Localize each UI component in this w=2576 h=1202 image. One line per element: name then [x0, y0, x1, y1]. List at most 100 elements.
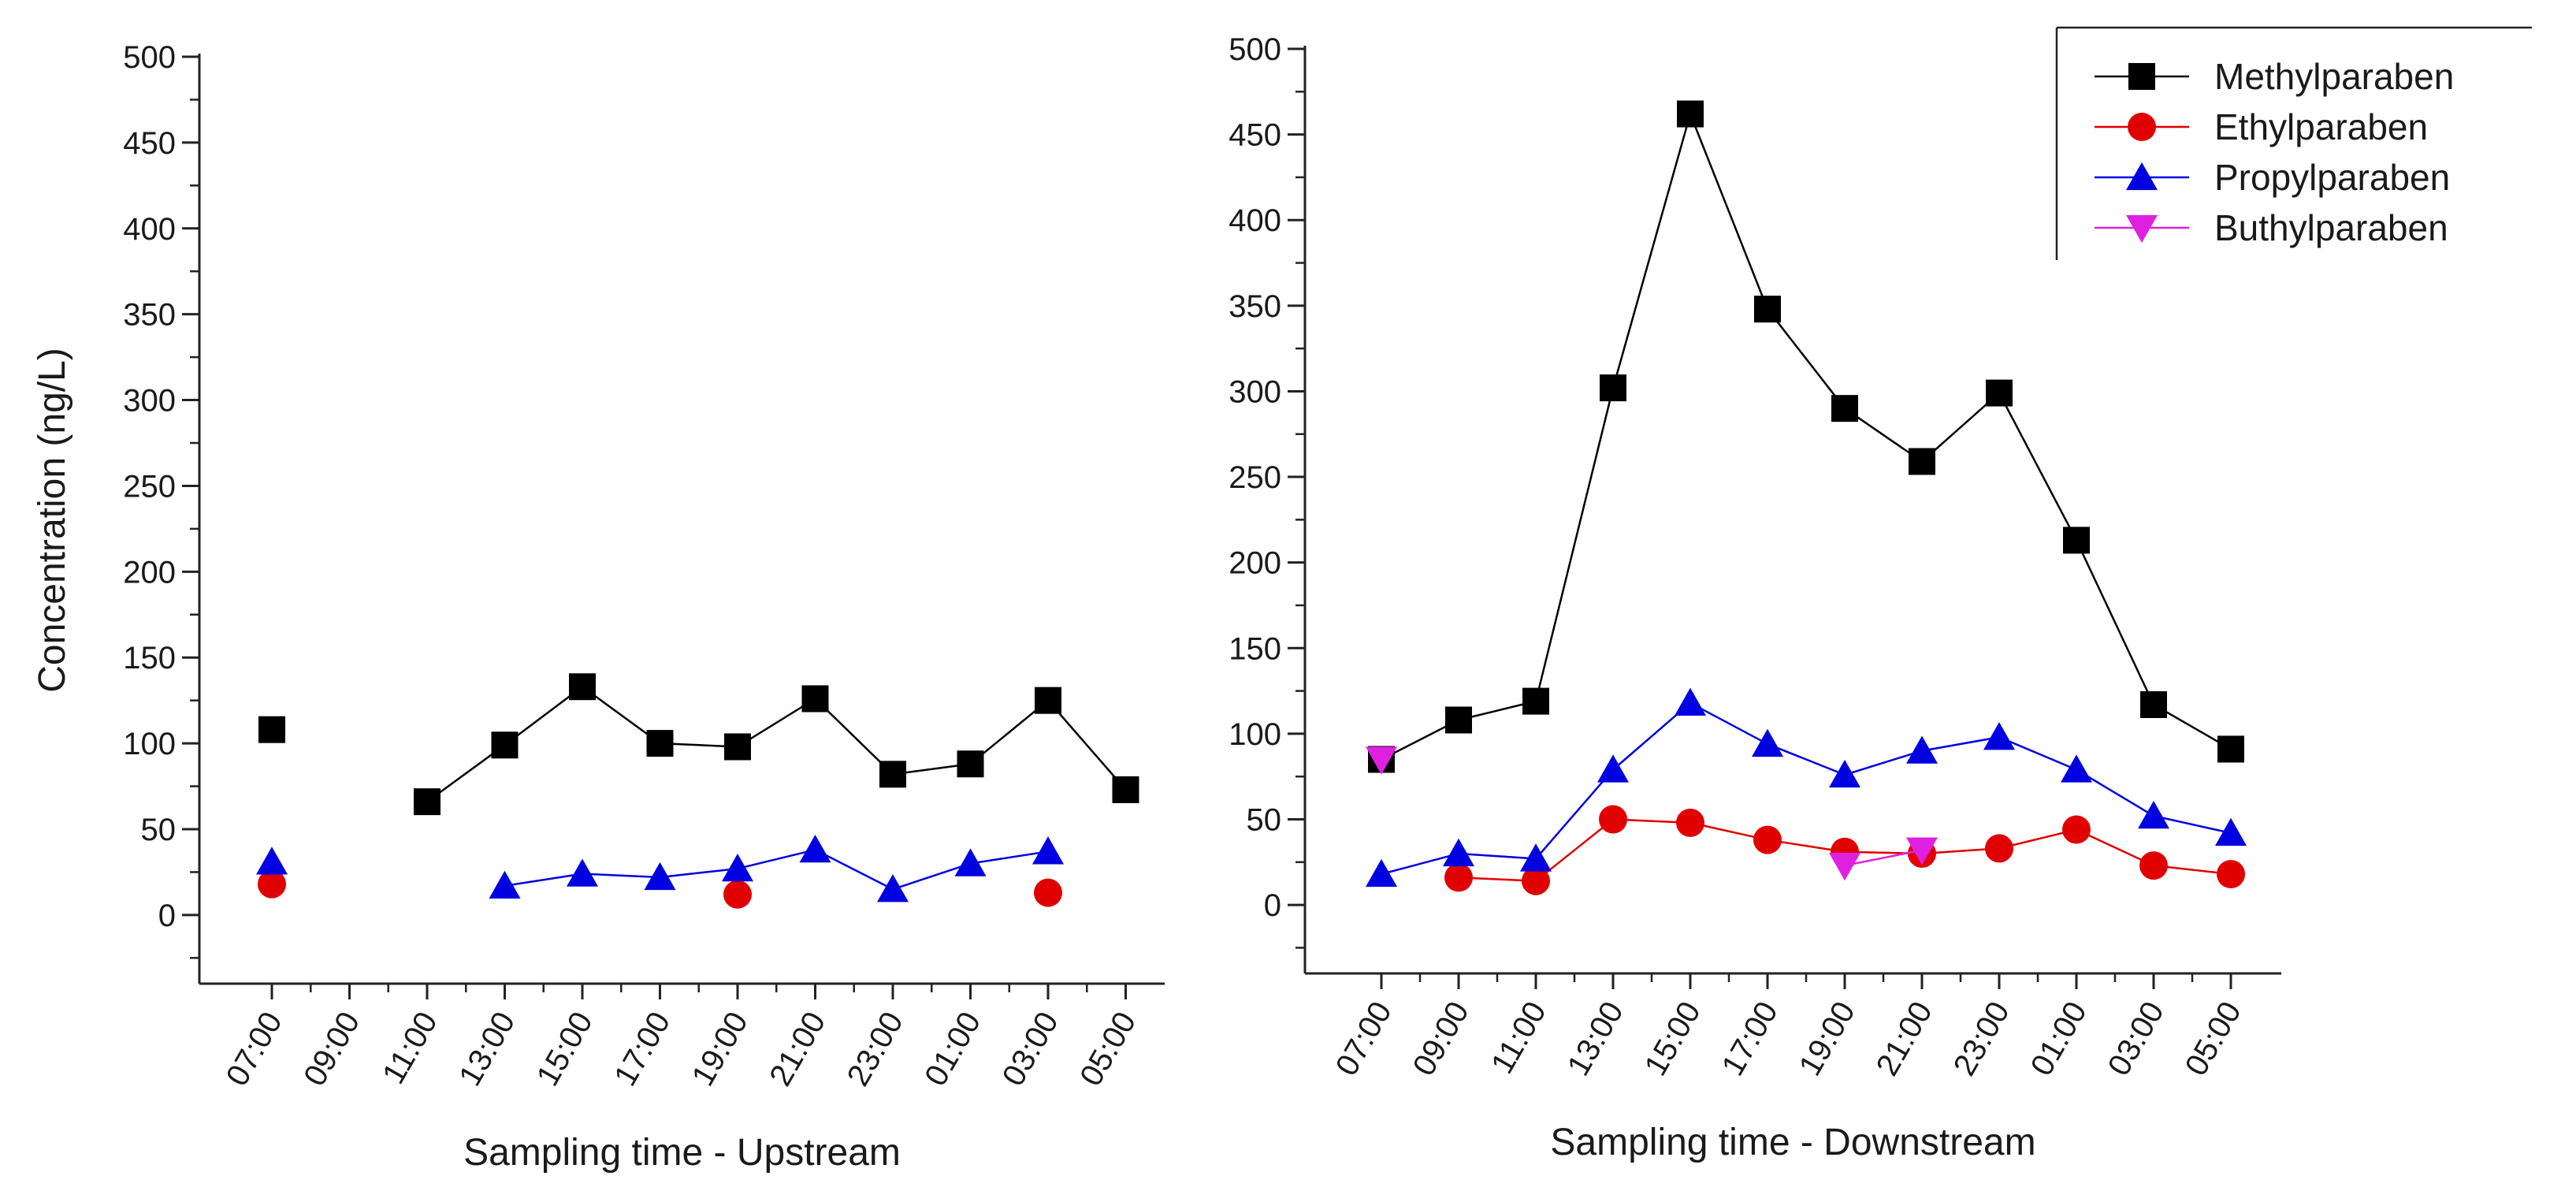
- data-point: [1829, 853, 1860, 881]
- data-point: [2217, 860, 2245, 889]
- data-point: [569, 673, 596, 701]
- series-line-segment: [1381, 852, 1459, 876]
- x-tick-label: 05:00: [1073, 1007, 1143, 1092]
- data-point: [1366, 858, 1397, 888]
- data-point: [1443, 838, 1474, 867]
- legend-marker: [2126, 162, 2158, 191]
- x-axis-title: Sampling time - Upstream: [463, 1132, 901, 1174]
- data-point: [1675, 687, 1706, 716]
- y-tick-label: 0: [158, 899, 176, 933]
- series-line-segment: [504, 873, 583, 888]
- series-line-segment: [1921, 736, 2000, 752]
- x-tick-label: 09:00: [297, 1007, 366, 1092]
- series-line-segment: [1998, 736, 2077, 771]
- series-methylparaben: [258, 673, 1139, 816]
- data-point: [1986, 379, 2013, 407]
- legend-label: Ethylparaben: [2214, 106, 2428, 147]
- x-tick-label: 01:00: [918, 1007, 987, 1092]
- y-tick-label: 50: [1247, 803, 1282, 838]
- y-tick-label: 450: [123, 126, 176, 161]
- x-tick-label: 21:00: [763, 1007, 832, 1092]
- series-propylparaben: [256, 834, 1064, 902]
- data-point: [801, 685, 829, 713]
- series-line-segment: [1047, 699, 1127, 791]
- x-tick-label: 17:00: [1715, 996, 1785, 1082]
- data-point: [258, 869, 286, 899]
- series-line-segment: [2076, 828, 2154, 867]
- y-tick-label: 150: [123, 641, 176, 675]
- x-tick-label: 15:00: [1638, 996, 1708, 1082]
- series-line-segment: [1689, 114, 1769, 310]
- data-point: [1831, 395, 1858, 422]
- x-tick-label: 03:00: [2102, 996, 2171, 1082]
- data-point: [1753, 825, 1782, 854]
- chart-panel-2: 0 50 100 150 200 250 300 350 400 450 500 07:00 09:00…: [1229, 26, 2532, 1163]
- x-tick-label: 01:00: [2024, 996, 2094, 1082]
- data-point: [2140, 690, 2167, 718]
- data-point: [489, 870, 521, 899]
- data-point: [567, 858, 598, 887]
- data-point: [877, 874, 909, 902]
- series-line-segment: [1998, 393, 2078, 541]
- series-line-segment: [737, 848, 816, 870]
- x-tick-label: 19:00: [686, 1007, 755, 1092]
- x-axis-title: Sampling time - Downstream: [1550, 1122, 2035, 1163]
- data-point: [1445, 706, 1472, 734]
- y-tick-label: 50: [141, 813, 177, 847]
- data-point: [1444, 863, 1473, 892]
- y-tick-label: 400: [1229, 203, 1281, 238]
- series-buthylparaben: [1366, 746, 1938, 881]
- y-tick-label: 150: [1229, 631, 1281, 666]
- y-tick-label: 200: [123, 555, 176, 590]
- data-point: [256, 847, 288, 875]
- data-point: [2215, 817, 2247, 847]
- y-tick-label: 300: [1229, 374, 1281, 409]
- data-point: [1032, 836, 1064, 865]
- series-line-segment: [2075, 539, 2155, 705]
- y-tick-label: 100: [1229, 717, 1281, 752]
- data-point: [1829, 759, 1860, 788]
- x-tick-label: 23:00: [841, 1007, 910, 1092]
- legend: Methylparaben Ethylparaben Propylparaben Bu…: [2055, 26, 2532, 260]
- data-point: [799, 834, 831, 863]
- y-tick-label: 250: [123, 469, 176, 504]
- data-point: [879, 761, 906, 788]
- data-point: [1597, 754, 1629, 783]
- y-tick-label: 100: [123, 727, 176, 761]
- x-tick-label: 15:00: [530, 1007, 600, 1092]
- data-point: [414, 788, 440, 816]
- series-line-segment: [892, 862, 971, 891]
- series-line-segment: [1535, 768, 1614, 860]
- x-tick-label: 21:00: [1870, 996, 1939, 1082]
- x-tick-label: 11:00: [376, 1007, 444, 1090]
- series-line-segment: [1458, 852, 1537, 860]
- y-tick-label: 0: [1264, 888, 1281, 923]
- data-point: [1906, 837, 1938, 865]
- series-propylparaben: [1366, 687, 2247, 888]
- x-tick-label: 07:00: [1329, 996, 1399, 1082]
- series-line-segment: [1611, 114, 1692, 389]
- data-point: [722, 853, 753, 882]
- data-point: [1754, 296, 1781, 323]
- y-tick-label: 350: [1229, 289, 1281, 324]
- x-tick-label: 17:00: [608, 1007, 677, 1092]
- x-tick-label: 13:00: [1561, 996, 1630, 1082]
- data-point: [646, 730, 674, 757]
- series-line-segment: [1844, 849, 1923, 867]
- data-point: [2061, 754, 2092, 783]
- series-line-segment: [1767, 742, 1846, 776]
- x-tick-label: 09:00: [1407, 996, 1476, 1082]
- legend-marker: [2126, 214, 2158, 244]
- legend-label: Propylparaben: [2214, 157, 2450, 198]
- x-tick-label: 13:00: [452, 1007, 522, 1092]
- data-point: [1676, 808, 1704, 837]
- x-tick-label: 05:00: [2179, 996, 2248, 1082]
- series-methylparaben: [1368, 100, 2244, 773]
- data-point: [2062, 815, 2091, 844]
- data-point: [1599, 805, 1627, 834]
- data-point: [1752, 728, 1783, 757]
- data-point: [954, 848, 987, 876]
- series-line-segment: [2153, 814, 2232, 835]
- series-line-segment: [1534, 387, 1615, 701]
